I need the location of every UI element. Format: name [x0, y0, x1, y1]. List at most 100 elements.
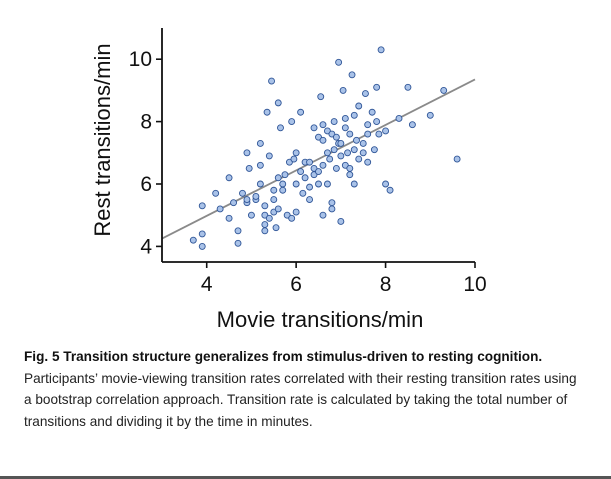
data-point [299, 189, 307, 197]
data-point [234, 239, 242, 247]
data-point [355, 102, 363, 110]
data-point [382, 180, 390, 188]
data-point [225, 214, 233, 222]
data-point [225, 174, 233, 182]
data-point [292, 180, 300, 188]
data-point [315, 168, 322, 175]
data-point [319, 161, 327, 169]
data-point [261, 202, 269, 210]
data-point [346, 171, 354, 179]
data-point [368, 108, 376, 116]
data-point [373, 118, 381, 126]
data-point [261, 227, 269, 235]
data-point [326, 155, 334, 163]
data-point [288, 214, 296, 222]
caption-title: Fig. 5 Transition structure generalizes … [24, 349, 543, 364]
data-point [359, 149, 367, 157]
bottom-divider [0, 476, 611, 479]
data-point [453, 155, 461, 163]
data-point [310, 124, 318, 132]
data-point [268, 77, 275, 85]
y-tick-label: 8 [140, 111, 152, 134]
data-point [350, 111, 358, 119]
data-point [359, 139, 367, 147]
data-point [341, 124, 349, 132]
data-point [198, 242, 206, 250]
data-point [353, 136, 360, 144]
data-point [339, 86, 347, 94]
data-point [256, 180, 264, 188]
y-tick-label: 4 [140, 235, 152, 258]
data-point [330, 118, 338, 126]
data-point [344, 149, 352, 157]
data-point [245, 164, 253, 172]
data-point [290, 155, 298, 163]
data-point [328, 205, 336, 213]
data-point [346, 164, 354, 172]
y-axis-label: Rest transitions/min [90, 43, 115, 236]
data-point [306, 183, 314, 191]
scatter-plot: 4 6 8 10 4 6 8 10 Movie transitions/min Rest t… [90, 28, 487, 332]
data-point [386, 186, 394, 194]
data-point [256, 161, 264, 169]
figure-caption: Fig. 5 Transition structure generalizes … [24, 346, 584, 432]
x-tick-label: 6 [290, 273, 302, 296]
data-point [362, 90, 369, 97]
data-point [348, 71, 356, 79]
data-point [301, 174, 309, 182]
data-point [297, 168, 305, 175]
regression-line [161, 78, 476, 240]
data-point [350, 146, 358, 154]
data-point [243, 196, 251, 204]
data-point [243, 149, 251, 157]
data-point [265, 152, 273, 160]
data-point [306, 158, 314, 166]
data-point [252, 193, 260, 200]
data-point [337, 139, 345, 147]
data-point [328, 199, 336, 207]
data-point [323, 180, 331, 188]
data-point [315, 180, 322, 188]
data-point [279, 180, 287, 188]
data-point [270, 196, 278, 204]
data-point [297, 108, 305, 116]
data-point [335, 58, 343, 66]
y-tick-label: 10 [129, 48, 152, 71]
data-point [272, 224, 280, 232]
data-point [270, 186, 278, 194]
data-point [375, 130, 383, 138]
caption-body: Participants’ movie-viewing transition r… [24, 370, 577, 429]
data-point [337, 217, 345, 225]
data-point [350, 180, 358, 188]
data-point [408, 121, 416, 129]
data-point [274, 205, 282, 213]
data-point [364, 130, 372, 138]
data-point [256, 139, 264, 147]
data-point [247, 211, 255, 219]
data-point [319, 136, 327, 144]
x-tick-label: 8 [380, 273, 392, 296]
data-point [332, 164, 340, 172]
data-point [341, 115, 349, 122]
data-point [234, 227, 242, 235]
data-point [288, 118, 296, 126]
data-point [355, 155, 363, 163]
data-point [230, 199, 237, 207]
x-axis-label: Movie transitions/min [217, 307, 424, 332]
data-point [274, 174, 282, 182]
data-point [216, 205, 224, 213]
data-point [370, 146, 378, 154]
y-tick-label: 6 [140, 173, 152, 196]
data-point [364, 121, 372, 129]
data-point [261, 221, 269, 229]
data-point [189, 236, 197, 244]
data-point [306, 196, 314, 204]
data-point [323, 149, 331, 157]
data-point [292, 208, 300, 216]
data-point [404, 83, 412, 91]
data-point [319, 121, 327, 129]
data-point [337, 152, 345, 160]
data-point [364, 158, 372, 166]
data-point [330, 146, 338, 154]
data-point [382, 127, 390, 135]
